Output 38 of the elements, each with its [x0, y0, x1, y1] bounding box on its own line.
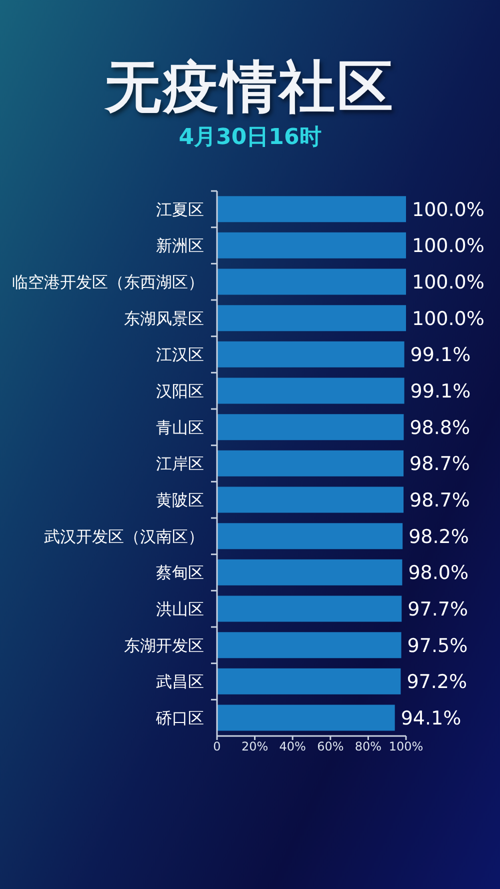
x-tick-label: 80%: [354, 740, 382, 754]
data-label: 97.7%: [408, 598, 468, 620]
data-label: 99.1%: [410, 344, 471, 366]
data-label: 98.0%: [408, 562, 469, 584]
y-tick-label: 东湖风景区: [124, 308, 204, 328]
data-label: 100.0%: [412, 308, 484, 330]
x-tick-label: 100%: [388, 740, 424, 754]
data-label: 98.8%: [410, 416, 470, 439]
y-tick-label: 东湖开发区: [124, 636, 204, 655]
x-tick-label: 60%: [317, 740, 344, 754]
x-tick-label: 40%: [279, 740, 306, 754]
y-tick-label: 临空港开发区（东西湖区）: [12, 272, 204, 292]
data-label: 100.0%: [412, 235, 484, 258]
data-label: 100.0%: [412, 272, 484, 294]
data-label: 100.0%: [412, 198, 484, 221]
data-label: 98.2%: [408, 526, 469, 548]
y-tick-label: 洪山区: [156, 599, 204, 618]
y-tick-label: 汉阳区: [156, 381, 204, 400]
data-label: 97.2%: [406, 671, 468, 694]
y-tick-label: 青山区: [156, 418, 204, 437]
y-tick-label: 硚口区: [155, 708, 204, 728]
data-label: 98.7%: [410, 453, 470, 476]
data-label: 94.1%: [400, 708, 462, 730]
y-tick-label: 新洲区: [156, 236, 204, 256]
y-tick-label: 江岸区: [156, 454, 204, 474]
y-tick-label: 武昌区: [156, 672, 204, 692]
chart-subtitle: 4月30日16时: [178, 124, 322, 152]
y-tick-label: 江夏区: [156, 200, 204, 219]
chart-title: 无疫情社区: [103, 55, 396, 120]
y-tick-label: 蔡甸区: [156, 563, 204, 582]
y-tick-label: 黄陂区: [156, 490, 204, 510]
x-tick-label: 0: [213, 740, 221, 754]
x-tick-label: 20%: [241, 740, 268, 754]
data-label: 98.7%: [410, 490, 470, 512]
y-tick-label: 武汉开发区（汉南区）: [44, 526, 204, 546]
data-label: 99.1%: [410, 380, 471, 402]
y-tick-label: 江汉区: [156, 345, 204, 364]
data-label: 97.5%: [407, 634, 468, 657]
